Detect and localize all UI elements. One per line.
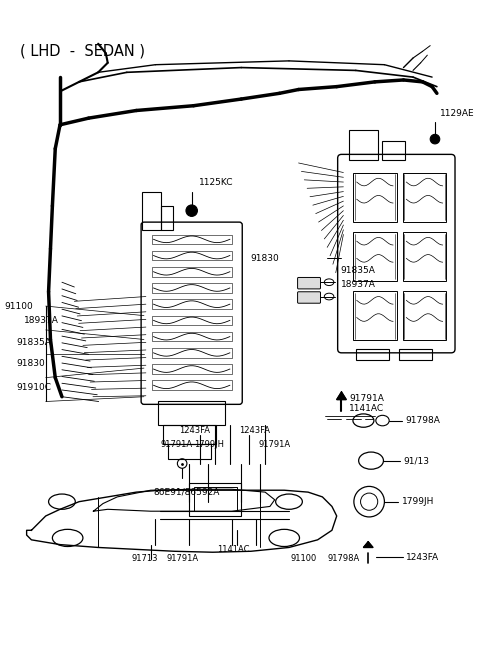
Text: 91791A: 91791A (167, 554, 199, 563)
Bar (152, 235, 232, 244)
Text: 91791A: 91791A (160, 440, 192, 449)
Circle shape (186, 205, 197, 216)
Text: 18937A: 18937A (24, 316, 59, 325)
Bar (399, 349, 432, 361)
Text: 91798A: 91798A (327, 554, 360, 563)
Text: 91835A: 91835A (16, 338, 51, 347)
Text: 1799JH: 1799JH (193, 440, 224, 449)
Text: 1141AC: 1141AC (349, 404, 384, 413)
FancyBboxPatch shape (298, 277, 321, 289)
Text: ( LHD  -  SEDAN ): ( LHD - SEDAN ) (20, 44, 145, 58)
FancyBboxPatch shape (298, 292, 321, 304)
Bar (189, 483, 241, 516)
Bar (158, 401, 225, 425)
Text: 1141AC: 1141AC (217, 545, 250, 554)
Text: 91/13: 91/13 (404, 456, 430, 465)
Text: 91798A: 91798A (406, 416, 440, 425)
Bar (161, 206, 173, 230)
Bar (152, 348, 232, 357)
Bar (152, 300, 232, 309)
Bar (152, 315, 232, 325)
Text: 1799JH: 1799JH (402, 497, 434, 506)
Polygon shape (336, 392, 346, 399)
Text: 86E91/86592A: 86E91/86592A (154, 487, 220, 496)
Text: 91713: 91713 (132, 554, 158, 563)
Text: 91100: 91100 (291, 554, 317, 563)
Bar (356, 349, 389, 361)
Text: 1125KC: 1125KC (199, 178, 234, 187)
Bar (152, 332, 232, 342)
Bar (403, 232, 446, 281)
Bar (152, 380, 232, 390)
Text: 91910C: 91910C (16, 382, 51, 392)
Text: 91830: 91830 (16, 359, 45, 368)
Bar (353, 232, 397, 281)
Text: 1243FA: 1243FA (180, 426, 210, 435)
FancyBboxPatch shape (141, 222, 242, 404)
Text: 18937A: 18937A (340, 280, 375, 288)
Text: 91791A: 91791A (349, 394, 384, 403)
FancyBboxPatch shape (337, 154, 455, 353)
Bar (193, 487, 237, 511)
Bar (152, 251, 232, 260)
Bar (152, 283, 232, 293)
Bar (353, 173, 397, 222)
Bar (152, 364, 232, 374)
Circle shape (430, 134, 440, 144)
Text: 1243FA: 1243FA (240, 426, 270, 435)
Text: 91100: 91100 (5, 302, 34, 311)
Text: 1243FA: 1243FA (407, 553, 440, 562)
Text: 91791A: 91791A (258, 440, 290, 449)
Bar (349, 129, 378, 160)
Text: 91835A: 91835A (340, 266, 375, 275)
Polygon shape (363, 542, 373, 547)
Bar (403, 173, 446, 222)
Bar (142, 192, 161, 230)
Bar (382, 141, 406, 160)
Bar (168, 444, 211, 459)
Bar (152, 267, 232, 277)
Bar (403, 291, 446, 340)
Text: 1129AE: 1129AE (440, 109, 474, 118)
Text: 91830: 91830 (251, 254, 279, 263)
Bar (163, 425, 216, 444)
Bar (353, 291, 397, 340)
